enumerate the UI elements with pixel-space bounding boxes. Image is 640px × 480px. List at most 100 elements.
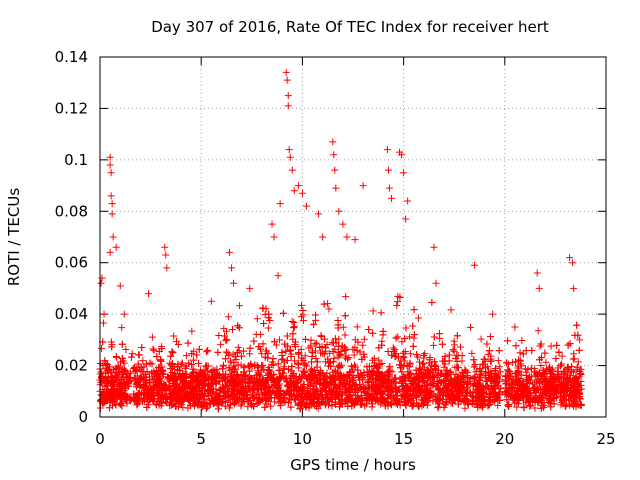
background-point (354, 338, 362, 346)
background-point (476, 365, 484, 373)
background-point (255, 398, 263, 406)
background-point (147, 394, 155, 402)
background-point (306, 376, 314, 384)
background-point (410, 306, 418, 314)
background-point (101, 357, 109, 365)
background-point (509, 396, 517, 404)
background-point (494, 357, 502, 365)
background-point (372, 375, 380, 383)
background-point (102, 360, 110, 368)
background-point (560, 393, 568, 401)
background-point (294, 378, 302, 386)
background-point (429, 397, 437, 405)
background-point (310, 398, 318, 406)
background-point (496, 396, 504, 404)
background-point (168, 348, 176, 356)
background-point (244, 398, 252, 406)
background-point (485, 401, 493, 409)
background-point (170, 332, 178, 340)
background-point (259, 391, 267, 399)
background-point (174, 340, 182, 348)
background-point (345, 387, 353, 395)
background-point (143, 403, 151, 411)
background-point (370, 394, 378, 402)
background-point (229, 390, 237, 398)
background-point (554, 370, 562, 378)
background-point (505, 402, 513, 410)
background-point (446, 368, 454, 376)
background-point (267, 402, 275, 410)
background-point (559, 397, 567, 405)
background-point (153, 380, 161, 388)
background-point (320, 335, 328, 343)
background-point (99, 361, 107, 369)
background-point (569, 395, 577, 403)
background-point (392, 334, 400, 342)
background-point (217, 341, 225, 349)
background-point (341, 354, 349, 362)
background-point (445, 351, 453, 359)
background-point (281, 340, 289, 348)
background-point (209, 398, 217, 406)
background-point (524, 387, 532, 395)
background-point (236, 388, 244, 396)
background-point (141, 387, 149, 395)
background-point (204, 347, 212, 355)
background-point (258, 375, 266, 383)
background-point (481, 355, 489, 363)
background-point (433, 395, 441, 403)
background-point (168, 396, 176, 404)
background-point (524, 398, 532, 406)
background-point (299, 356, 307, 364)
background-point (344, 371, 352, 379)
background-point (397, 364, 405, 372)
background-point (501, 391, 509, 399)
background-point (363, 391, 371, 399)
background-point (317, 376, 325, 384)
background-point (134, 360, 142, 368)
background-point (420, 352, 428, 360)
background-point (157, 357, 165, 365)
background-point (433, 371, 441, 379)
background-point (320, 350, 328, 358)
background-point (175, 393, 183, 401)
background-point (192, 391, 200, 399)
background-point (148, 333, 156, 341)
background-point (280, 365, 288, 373)
background-point (423, 366, 431, 374)
background-point (503, 359, 511, 367)
background-point (406, 350, 414, 358)
background-point (366, 373, 374, 381)
background-point (382, 382, 390, 390)
background-point (157, 377, 165, 385)
background-point (264, 383, 272, 391)
background-point (127, 353, 135, 361)
background-point (251, 386, 259, 394)
background-point (235, 302, 243, 310)
background-point (298, 301, 306, 309)
background-point (413, 399, 421, 407)
background-point (388, 351, 396, 359)
background-point (504, 360, 512, 368)
background-point (495, 347, 503, 355)
background-point (234, 343, 242, 351)
background-point (234, 361, 242, 369)
background-point (347, 362, 355, 370)
background-point (472, 389, 480, 397)
background-point (290, 387, 298, 395)
background-point (392, 350, 400, 358)
background-point (398, 368, 406, 376)
background-point (190, 356, 198, 364)
background-point (464, 400, 472, 408)
background-point (188, 327, 196, 335)
background-point (261, 403, 269, 411)
background-point (313, 358, 321, 366)
background-point (130, 364, 138, 372)
background-point (334, 384, 342, 392)
background-point (574, 401, 582, 409)
background-point (492, 365, 500, 373)
background-point (405, 363, 413, 371)
background-point (300, 393, 308, 401)
background-point (100, 319, 108, 327)
background-point (221, 355, 229, 363)
